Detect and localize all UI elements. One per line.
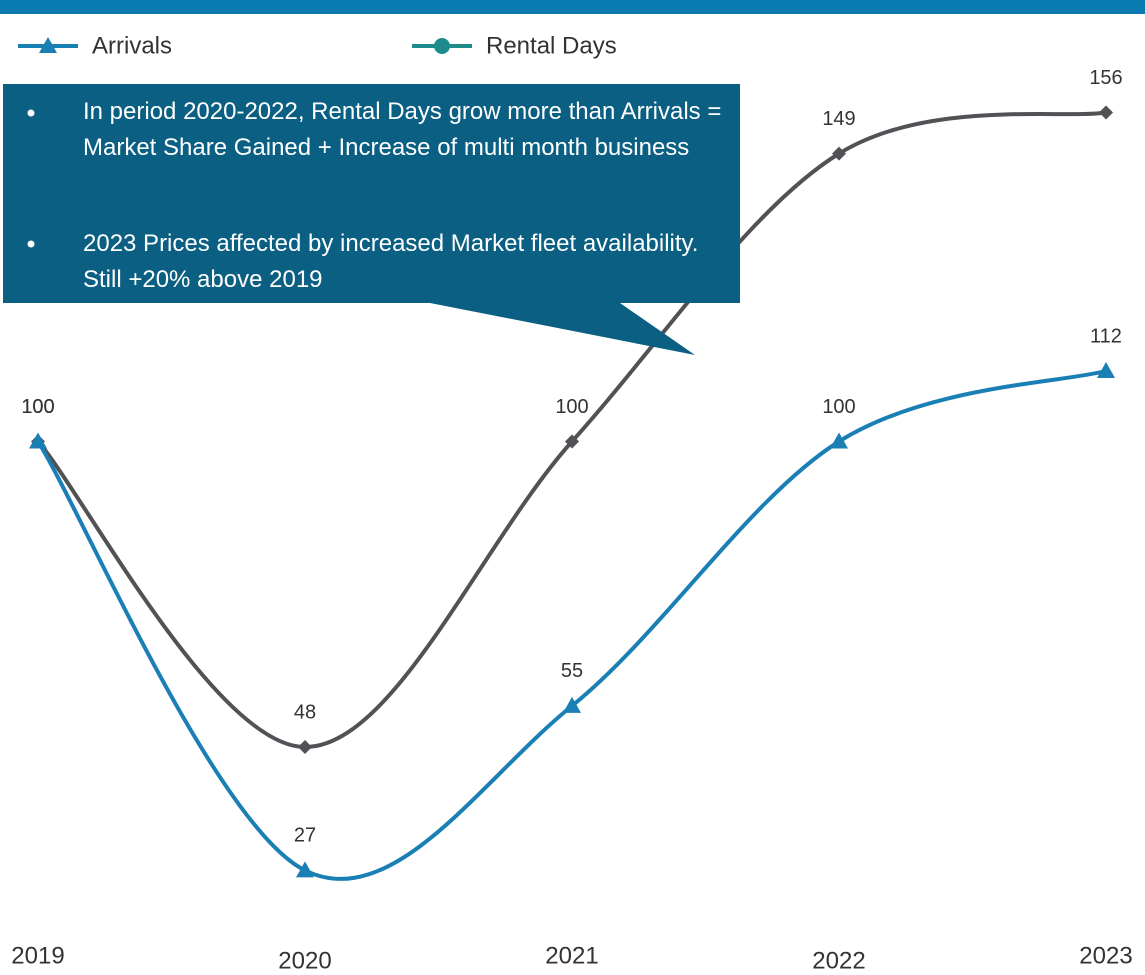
- point: [832, 146, 846, 161]
- callout-box: [3, 84, 740, 355]
- data-label: 55: [561, 660, 583, 682]
- data-label: 112: [1090, 325, 1122, 347]
- point: [830, 432, 848, 449]
- series-line: [36, 369, 1107, 881]
- point: [563, 696, 581, 713]
- top-bar: [0, 0, 1145, 14]
- legend-label: Arrivals: [92, 32, 172, 59]
- point: [298, 740, 312, 754]
- legend-label: Rental Days: [486, 32, 617, 59]
- data-label: 156: [1089, 67, 1122, 89]
- bullet: [27, 109, 35, 117]
- x-tick-label: 2023: [1079, 942, 1132, 969]
- point: [1097, 362, 1115, 378]
- point: [1099, 105, 1113, 120]
- annotation: 2023 Prices affected by increased Market…: [83, 230, 699, 293]
- data-label: 100: [21, 396, 54, 418]
- data-label: 100: [21, 396, 54, 418]
- data-label: 100: [822, 396, 855, 418]
- point: [565, 434, 579, 449]
- point: [296, 861, 314, 878]
- x-tick-label: 2021: [545, 942, 598, 969]
- x-tick-label: 2020: [278, 947, 331, 974]
- legend-marker: [434, 38, 450, 54]
- bullet: [27, 240, 35, 248]
- point: [29, 432, 47, 449]
- data-label: 100: [555, 396, 588, 418]
- data-label: 149: [822, 108, 855, 130]
- x-tick-label: 2022: [812, 947, 865, 974]
- annotation: In period 2020-2022, Rental Days grow mo…: [83, 98, 722, 161]
- data-label: 48: [294, 701, 316, 723]
- legend-marker: [39, 37, 57, 53]
- series-line: [36, 110, 1107, 750]
- x-tick-label: 2019: [11, 942, 64, 969]
- data-label: 27: [294, 825, 316, 847]
